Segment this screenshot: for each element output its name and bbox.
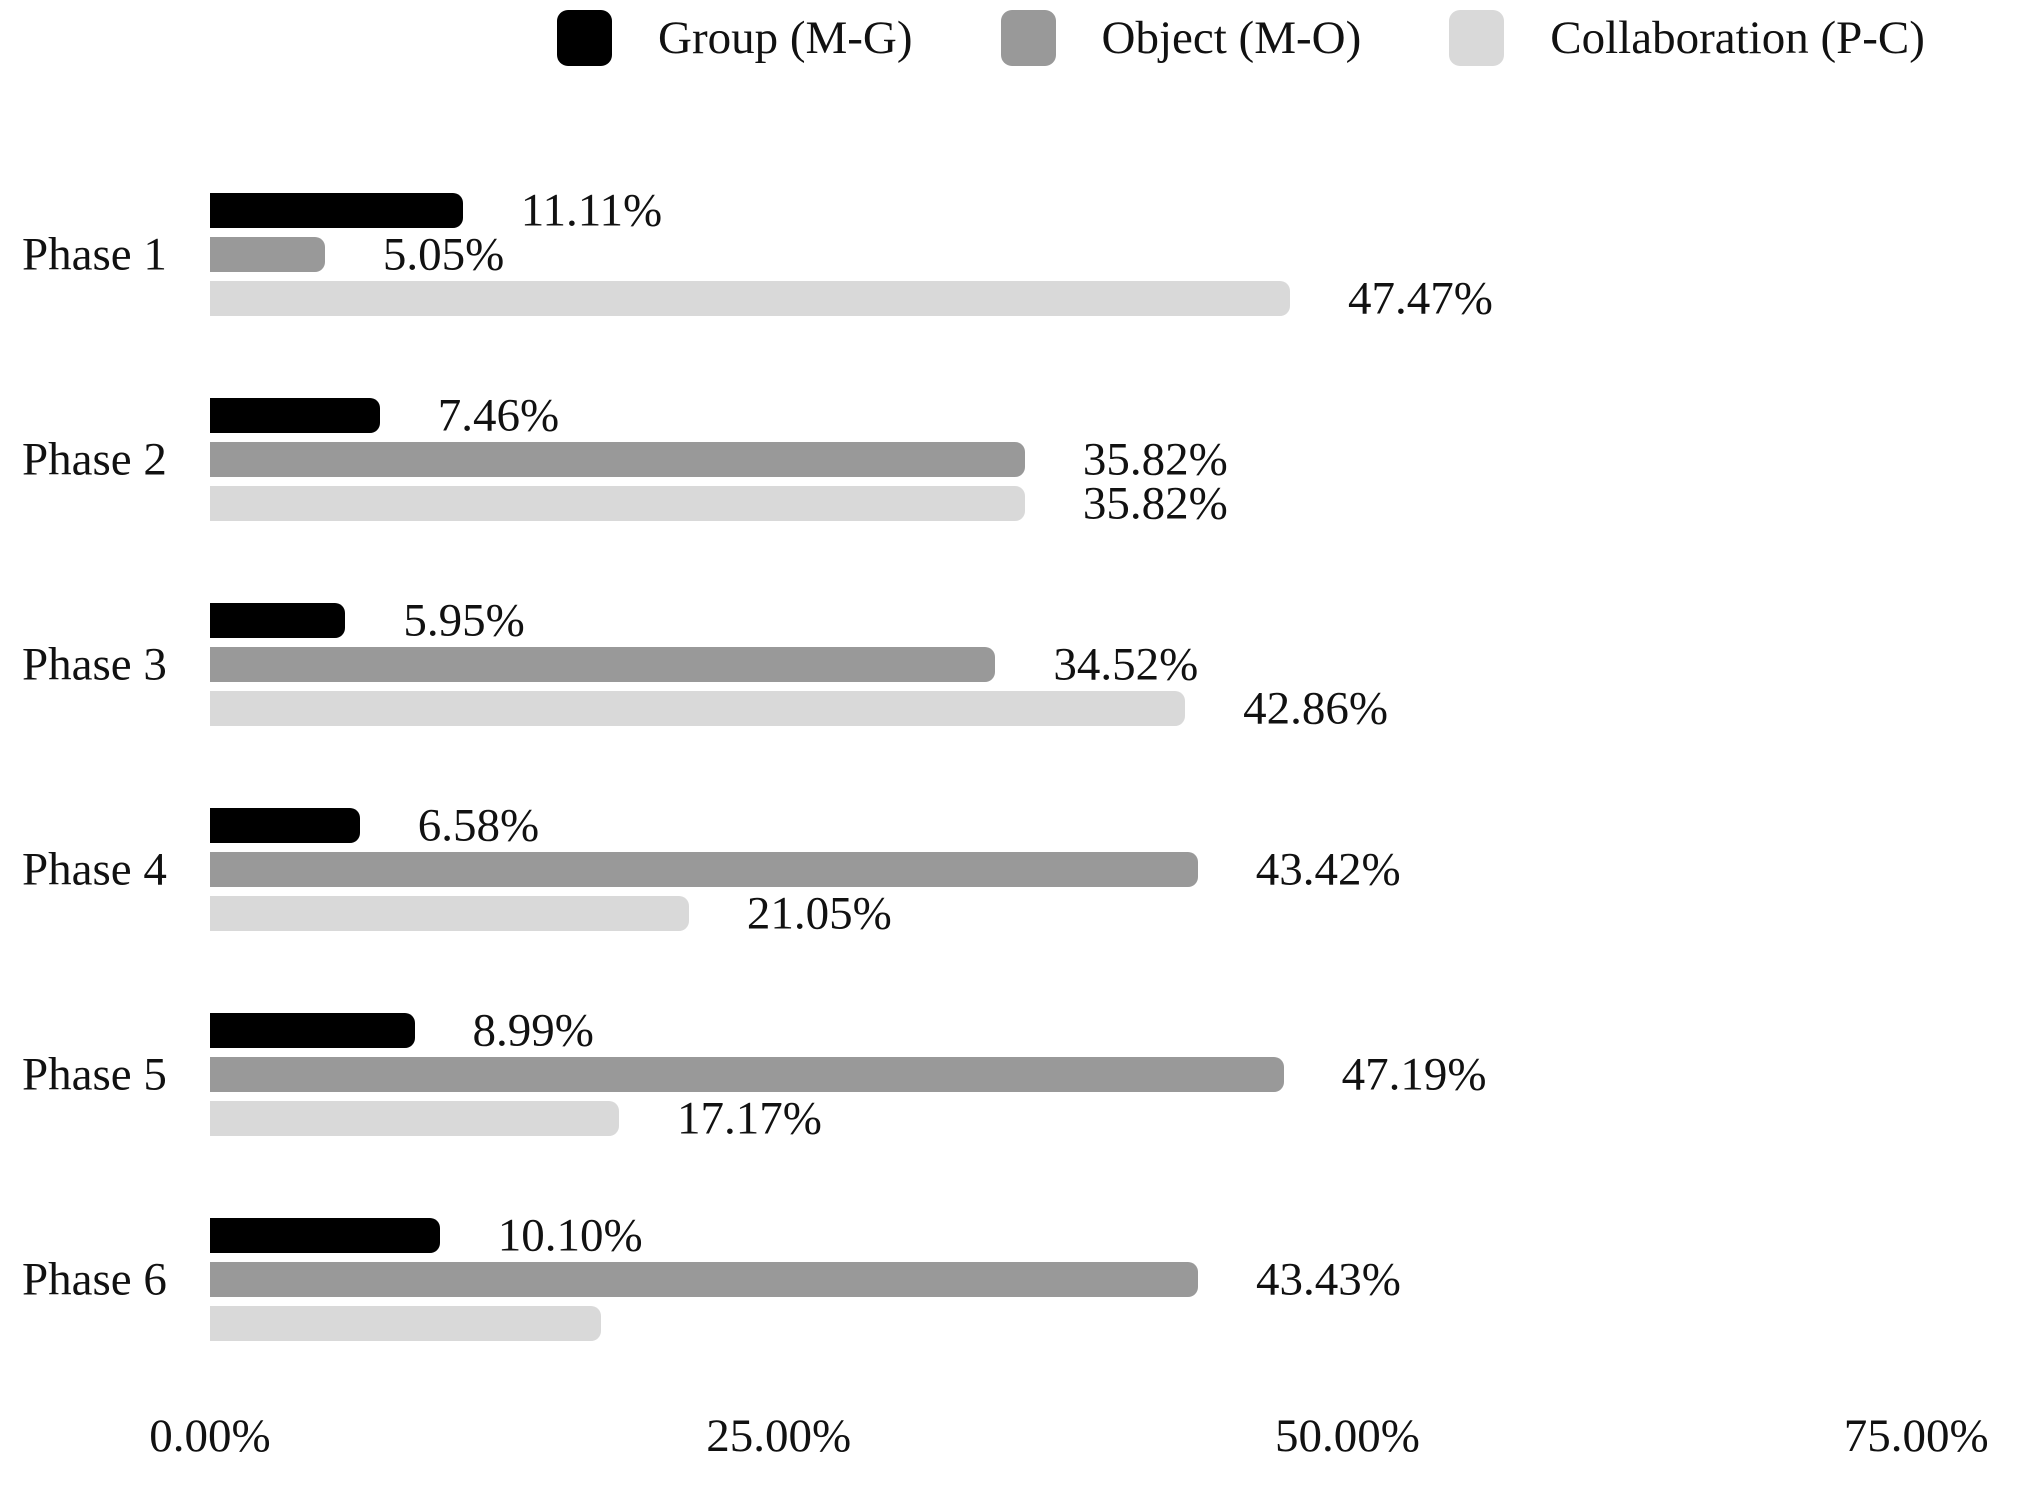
bar-phase-2-group-m-g xyxy=(210,398,380,433)
bar-phase-2-collaboration-p-c xyxy=(210,486,1025,521)
value-label-phase-3-group-m-g: 5.95% xyxy=(403,594,525,646)
x-axis: 0.00% 25.00% 50.00% 75.00% xyxy=(0,1408,2019,1478)
bar-phase-5-collaboration-p-c xyxy=(210,1101,620,1136)
value-label-phase-2-collaboration-p-c: 35.82% xyxy=(1082,477,1228,529)
plot-area: Phase 1 11.11% 5.05% 47.47% Phase 2 7.46% 35.8… xyxy=(0,187,2019,1343)
category-label-phase-5: Phase 5 xyxy=(22,1048,167,1100)
value-label-phase-4-collaboration-p-c: 21.05% xyxy=(746,887,892,939)
category-label-phase-3: Phase 3 xyxy=(22,638,167,690)
bar-phase-6-object-m-o xyxy=(210,1262,1199,1297)
value-label-phase-5-object-m-o: 47.19% xyxy=(1341,1048,1487,1100)
bar-phase-6-group-m-g xyxy=(210,1218,440,1253)
x-axis-tick-50: 50.00% xyxy=(1275,1410,1420,1462)
value-label-phase-4-group-m-g: 6.58% xyxy=(417,799,540,851)
value-label-phase-2-group-m-g: 7.46% xyxy=(437,389,560,441)
bar-group-phase-3: Phase 3 5.95% 34.52% 42.86% xyxy=(0,597,2019,732)
category-label-phase-2: Phase 2 xyxy=(22,433,167,485)
bar-phase-1-group-m-g xyxy=(210,193,463,228)
bar-phase-2-object-m-o xyxy=(210,442,1025,477)
value-label-phase-1-object-m-o: 5.05% xyxy=(382,228,505,280)
category-label-phase-4: Phase 4 xyxy=(22,843,167,895)
bar-phase-6-collaboration-p-c xyxy=(210,1306,601,1341)
value-label-phase-5-group-m-g: 8.99% xyxy=(472,1004,594,1056)
value-label-phase-6-object-m-o: 43.43% xyxy=(1256,1253,1401,1305)
legend-item-collaboration-p-c: Collaboration (P-C) xyxy=(1449,10,1925,66)
x-axis-tick-0: 0.00% xyxy=(149,1410,271,1462)
bar-group-phase-1: Phase 1 11.11% 5.05% 47.47% xyxy=(0,187,2019,322)
value-label-phase-3-collaboration-p-c: 42.86% xyxy=(1243,682,1388,734)
legend-item-object-m-o: Object (M-O) xyxy=(1000,10,1362,66)
category-label-phase-1: Phase 1 xyxy=(22,228,167,280)
x-axis-tick-75: 75.00% xyxy=(1843,1410,1989,1462)
bar-group-phase-2: Phase 2 7.46% 35.82% 35.82% xyxy=(0,392,2019,527)
bar-phase-4-collaboration-p-c xyxy=(210,896,689,931)
legend-swatch-icon xyxy=(557,10,612,66)
legend-label-collaboration-p-c: Collaboration (P-C) xyxy=(1550,11,1925,64)
bar-phase-5-group-m-g xyxy=(210,1013,415,1048)
legend-swatch-icon xyxy=(1449,10,1505,66)
value-label-phase-3-object-m-o: 34.52% xyxy=(1053,638,1199,690)
legend-item-group-m-g: Group (M-G) xyxy=(557,10,913,66)
bar-phase-3-object-m-o xyxy=(210,647,996,682)
legend-label-group-m-g: Group (M-G) xyxy=(658,11,913,64)
legend-label-object-m-o: Object (M-O) xyxy=(1101,11,1362,64)
bar-group-phase-6: Phase 6 10.10% 43.43% xyxy=(0,1212,2019,1343)
bar-phase-3-collaboration-p-c xyxy=(210,691,1186,726)
value-label-phase-4-object-m-o: 43.42% xyxy=(1255,843,1401,895)
value-label-phase-1-collaboration-p-c: 47.47% xyxy=(1347,272,1493,324)
bar-group-phase-4: Phase 4 6.58% 43.42% 21.05% xyxy=(0,802,2019,937)
category-label-phase-6: Phase 6 xyxy=(22,1253,167,1305)
bar-phase-4-object-m-o xyxy=(210,852,1198,887)
value-label-phase-2-object-m-o: 35.82% xyxy=(1082,433,1228,485)
bar-group-phase-5: Phase 5 8.99% 47.19% 17.17% xyxy=(0,1007,2019,1142)
value-label-phase-5-collaboration-p-c: 17.17% xyxy=(677,1092,822,1144)
bar-phase-1-collaboration-p-c xyxy=(210,281,1290,316)
legend-swatch-icon xyxy=(1000,10,1056,66)
value-label-phase-6-group-m-g: 10.10% xyxy=(497,1209,643,1261)
x-axis-tick-25: 25.00% xyxy=(706,1410,852,1462)
bar-phase-1-object-m-o xyxy=(210,237,325,272)
bar-phase-4-group-m-g xyxy=(210,808,360,843)
value-label-phase-1-group-m-g: 11.11% xyxy=(520,184,663,236)
chart-legend: Group (M-G) Object (M-O) Collaboration (P-… xyxy=(557,10,1925,66)
bar-phase-5-object-m-o xyxy=(210,1057,1284,1092)
bar-phase-3-group-m-g xyxy=(210,603,346,638)
